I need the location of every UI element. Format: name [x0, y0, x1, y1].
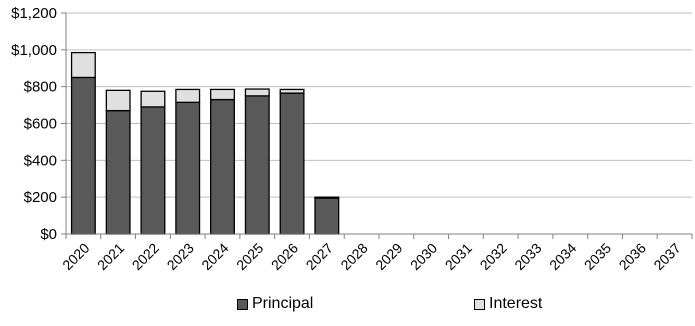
bar-interest-2022 — [140, 90, 166, 108]
y-tick-label: $0 — [40, 226, 57, 243]
x-tick-label: 2020 — [59, 240, 92, 273]
bar-principal-2022 — [140, 106, 166, 235]
x-tick-label: 2031 — [442, 240, 475, 273]
bar-principal-2020 — [70, 76, 96, 235]
legend-label-principal: Principal — [252, 295, 314, 312]
bar-interest-2021 — [105, 89, 131, 112]
bar-principal-2027 — [314, 197, 340, 235]
gridlines — [66, 12, 692, 198]
x-tick-label: 2023 — [163, 240, 196, 273]
legend-swatch-principal — [237, 298, 248, 310]
bar-interest-2027 — [314, 196, 340, 199]
legend-item-interest: Interest — [474, 295, 542, 313]
x-tick-label: 2024 — [198, 240, 231, 273]
x-tick-label: 2034 — [546, 240, 579, 273]
x-tick-label: 2021 — [94, 240, 127, 273]
y-tick-label: $800 — [24, 79, 57, 96]
legend-label-interest: Interest — [489, 295, 543, 312]
x-tick-label: 2029 — [372, 240, 405, 273]
bar-interest-2026 — [279, 88, 305, 94]
legend-item-principal: Principal — [237, 295, 313, 313]
x-tick-label: 2027 — [303, 240, 336, 273]
bar-principal-2025 — [244, 95, 270, 235]
y-tick-label: $200 — [24, 189, 57, 206]
x-tick-label: 2026 — [268, 240, 301, 273]
bars — [70, 51, 340, 235]
bar-interest-2024 — [210, 88, 235, 101]
x-tick-label: 2035 — [581, 240, 614, 273]
x-tick-label: 2030 — [407, 240, 440, 273]
bar-principal-2023 — [175, 101, 201, 235]
y-tick-label: $1,200 — [11, 5, 57, 22]
legend-swatch-interest — [474, 298, 485, 310]
bar-interest-2020 — [70, 51, 96, 79]
x-tick-label: 2025 — [233, 240, 266, 273]
y-tick-label: $600 — [24, 116, 57, 133]
x-tick-label: 2032 — [476, 240, 509, 273]
x-tick-label: 2033 — [511, 240, 544, 273]
bar-interest-2025 — [244, 88, 270, 97]
bar-interest-2023 — [175, 88, 201, 103]
y-tick-label: $400 — [24, 152, 57, 169]
y-tick-label: $1,000 — [11, 42, 57, 59]
bar-principal-2024 — [210, 98, 235, 235]
x-tick-label: 2037 — [650, 240, 683, 273]
x-tick-label: 2022 — [129, 240, 162, 273]
x-tick-label: 2036 — [616, 240, 649, 273]
legend: Principal Interest — [0, 295, 695, 317]
bar-principal-2021 — [105, 109, 131, 235]
bar-principal-2026 — [279, 92, 305, 235]
x-tick-label: 2028 — [337, 240, 370, 273]
